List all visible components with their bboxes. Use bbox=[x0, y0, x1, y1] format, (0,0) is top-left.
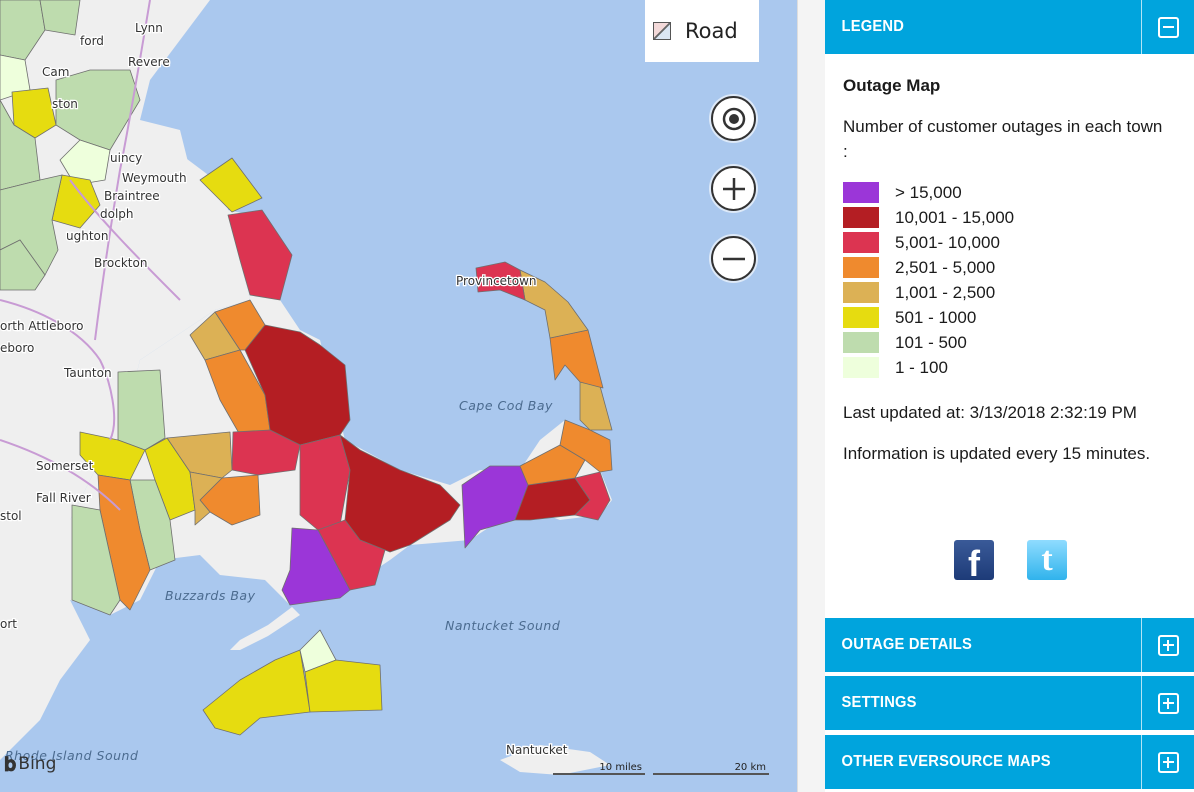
legend-header-title: LEGEND bbox=[841, 18, 905, 35]
plus-icon bbox=[722, 177, 745, 200]
last-updated: Last updated at: 3/13/2018 2:32:19 PM bbox=[843, 403, 1137, 422]
scale-bar-miles: 10 miles bbox=[553, 762, 645, 775]
legend-row: 1,001 - 2,500 bbox=[843, 280, 1176, 305]
legend-swatch bbox=[843, 232, 879, 253]
bing-logo[interactable]: 𝐛 Bing bbox=[4, 752, 56, 776]
svg-text:Taunton: Taunton bbox=[63, 366, 112, 380]
minus-icon bbox=[722, 257, 745, 260]
town-labels: Lynn Revere Cam ston ford uincy Weymouth… bbox=[0, 20, 569, 759]
zoom-in-button[interactable] bbox=[711, 166, 756, 211]
legend-row: 2,501 - 5,000 bbox=[843, 255, 1176, 280]
settings-header[interactable]: SETTINGS bbox=[825, 676, 1194, 730]
svg-text:ort: ort bbox=[0, 617, 17, 631]
svg-text:stol: stol bbox=[0, 509, 22, 523]
legend-row: 1 - 100 bbox=[843, 355, 1176, 380]
svg-text:orth Attleboro: orth Attleboro bbox=[0, 319, 84, 333]
svg-text:Nantucket Sound: Nantucket Sound bbox=[445, 618, 560, 633]
zoom-out-button[interactable] bbox=[711, 236, 756, 281]
locate-me-button[interactable] bbox=[711, 96, 756, 141]
elizabeth-islands bbox=[230, 607, 300, 650]
legend-row: 10,001 - 15,000 bbox=[843, 205, 1176, 230]
legend-body: Outage Map Number of customer outages in… bbox=[825, 54, 1194, 466]
svg-text:Lynn: Lynn bbox=[135, 21, 163, 35]
expand-toggle[interactable] bbox=[1141, 676, 1194, 730]
legend-range-label: 10,001 - 15,000 bbox=[895, 207, 1015, 227]
legend-row: 501 - 1000 bbox=[843, 305, 1176, 330]
plus-box-icon bbox=[1157, 634, 1179, 656]
svg-text:Cape Cod Bay: Cape Cod Bay bbox=[459, 398, 553, 413]
svg-text:Fall River: Fall River bbox=[36, 491, 91, 505]
legend-row: > 15,000 bbox=[843, 180, 1176, 205]
scale-bar-km: 20 km bbox=[653, 762, 769, 775]
legend-swatch bbox=[843, 357, 879, 378]
other-maps-title: OTHER EVERSOURCE MAPS bbox=[841, 753, 1051, 770]
side-panel: LEGEND Outage Map Number of customer out… bbox=[825, 0, 1194, 792]
panel-divider[interactable] bbox=[797, 0, 825, 792]
svg-text:Somerset: Somerset bbox=[36, 459, 94, 473]
outage-details-title: OUTAGE DETAILS bbox=[841, 636, 972, 653]
legend-range-label: 5,001- 10,000 bbox=[895, 232, 1000, 252]
svg-text:dolph: dolph bbox=[100, 207, 134, 221]
nantucket-island bbox=[500, 745, 610, 775]
water-labels: Cape Cod Bay Buzzards Bay Nantucket Soun… bbox=[5, 398, 560, 763]
town-polygons[interactable] bbox=[0, 0, 613, 736]
legend-range-label: 2,501 - 5,000 bbox=[895, 257, 996, 277]
legend-range-label: 101 - 500 bbox=[895, 332, 967, 352]
scale-miles-label: 10 miles bbox=[599, 762, 642, 773]
bing-logo-text: Bing bbox=[18, 754, 57, 774]
collapse-toggle[interactable] bbox=[1141, 0, 1194, 54]
legend-swatch bbox=[843, 182, 879, 203]
highways bbox=[0, 0, 181, 511]
svg-text:Provincetown: Provincetown bbox=[456, 274, 537, 288]
other-maps-header[interactable]: OTHER EVERSOURCE MAPS bbox=[825, 735, 1194, 789]
expand-toggle[interactable] bbox=[1141, 618, 1194, 672]
svg-text:Braintree: Braintree bbox=[104, 189, 160, 203]
plus-box-icon bbox=[1157, 751, 1179, 773]
svg-text:Cam: Cam bbox=[42, 65, 69, 79]
svg-text:Revere: Revere bbox=[128, 55, 170, 69]
svg-text:ughton: ughton bbox=[66, 229, 108, 243]
facebook-icon[interactable]: f bbox=[954, 540, 994, 584]
svg-text:ford: ford bbox=[80, 34, 104, 48]
svg-text:ston: ston bbox=[52, 97, 78, 111]
minus-box-icon bbox=[1157, 16, 1179, 38]
legend-row: 101 - 500 bbox=[843, 330, 1176, 355]
legend-range-label: 1 - 100 bbox=[895, 357, 948, 377]
legend-swatch bbox=[843, 257, 879, 278]
update-frequency: Information is updated every 15 minutes. bbox=[843, 444, 1151, 463]
legend-swatch bbox=[843, 307, 879, 328]
svg-text:Buzzards Bay: Buzzards Bay bbox=[165, 588, 256, 603]
legend-range-label: > 15,000 bbox=[895, 182, 962, 202]
svg-text:uincy: uincy bbox=[110, 151, 142, 165]
legend-title: Outage Map bbox=[843, 76, 941, 95]
expand-toggle[interactable] bbox=[1141, 735, 1194, 789]
svg-text:eboro: eboro bbox=[0, 341, 34, 355]
legend-swatch bbox=[843, 282, 879, 303]
svg-text:Brockton: Brockton bbox=[94, 256, 147, 270]
legend-description: Number of customer outages in each town … bbox=[843, 117, 1163, 161]
legend-header[interactable]: LEGEND bbox=[825, 0, 1194, 54]
map-canvas: Lynn Revere Cam ston ford uincy Weymouth… bbox=[0, 0, 613, 775]
settings-title: SETTINGS bbox=[841, 694, 917, 711]
target-icon bbox=[722, 107, 745, 130]
svg-text:Rhode Island Sound: Rhode Island Sound bbox=[5, 748, 138, 763]
legend-swatch bbox=[843, 332, 879, 353]
legend-row: 5,001- 10,000 bbox=[843, 230, 1176, 255]
legend-range-label: 501 - 1000 bbox=[895, 307, 977, 327]
svg-text:Weymouth: Weymouth bbox=[122, 171, 187, 185]
twitter-icon[interactable]: t bbox=[1027, 540, 1067, 580]
plus-box-icon bbox=[1157, 692, 1179, 714]
map-style-button[interactable]: Road bbox=[645, 0, 759, 62]
outage-map[interactable]: Lynn Revere Cam ston ford uincy Weymouth… bbox=[0, 0, 797, 792]
legend-swatch bbox=[843, 207, 879, 228]
bing-icon: 𝐛 bbox=[4, 752, 17, 776]
road-style-label: Road bbox=[685, 19, 738, 43]
legend-range-label: 1,001 - 2,500 bbox=[895, 282, 996, 302]
svg-text:Nantucket: Nantucket bbox=[506, 743, 568, 757]
outage-details-header[interactable]: OUTAGE DETAILS bbox=[825, 618, 1194, 672]
scale-km-label: 20 km bbox=[734, 762, 766, 773]
road-style-icon bbox=[653, 22, 671, 40]
legend-list: > 15,000 10,001 - 15,000 5,001- 10,000 2,50… bbox=[843, 180, 1176, 380]
